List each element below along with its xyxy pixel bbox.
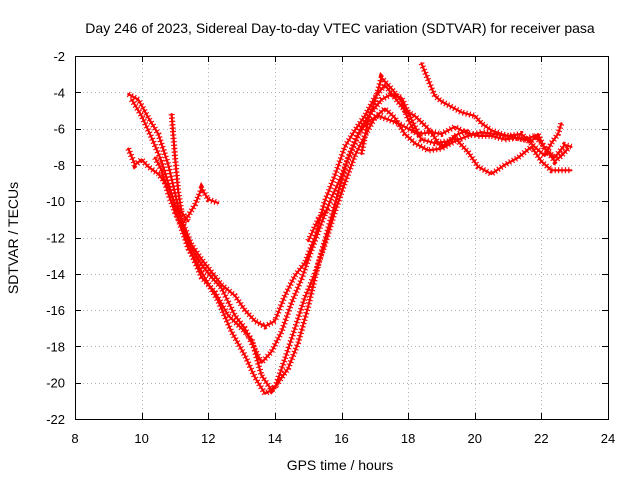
y-tick-label: -12 bbox=[46, 231, 65, 246]
grid bbox=[75, 56, 608, 419]
y-tick-label: -14 bbox=[46, 267, 65, 282]
y-tick-label: -16 bbox=[46, 303, 65, 318]
x-tick-label: 24 bbox=[601, 431, 615, 446]
series-trace-9-markers bbox=[305, 206, 331, 243]
series-trace-4-markers bbox=[152, 90, 470, 368]
y-tick-label: -20 bbox=[46, 376, 65, 391]
y-tick-label: -6 bbox=[53, 122, 65, 137]
series-group bbox=[125, 62, 573, 398]
x-tick-label: 12 bbox=[201, 431, 215, 446]
y-tick-label: -18 bbox=[46, 339, 65, 354]
series-trace-1-markers bbox=[126, 91, 573, 395]
x-tick-label: 8 bbox=[71, 431, 78, 446]
y-tick-label: -4 bbox=[53, 85, 65, 100]
y-tick-label: -10 bbox=[46, 194, 65, 209]
x-tick-label: 14 bbox=[268, 431, 282, 446]
x-tick-label: 22 bbox=[534, 431, 548, 446]
series-trace-8-markers bbox=[168, 113, 191, 223]
chart-title: Day 246 of 2023, Sidereal Day-to-day VTE… bbox=[85, 20, 595, 36]
series-trace-6-markers bbox=[418, 62, 571, 166]
x-tick-label: 18 bbox=[401, 431, 415, 446]
x-tick-label: 10 bbox=[134, 431, 148, 446]
series-trace-3-markers bbox=[129, 98, 565, 398]
series-trace-5-markers bbox=[358, 71, 418, 155]
y-axis-label: SDTVAR / TECUs bbox=[5, 182, 21, 294]
y-tick-label: -22 bbox=[46, 412, 65, 427]
axis-ticks: 8 10 12 14 16 18 20 22 24 -2 -4 -6 -8 -10 -12 -14 -16 -18… bbox=[46, 49, 615, 446]
x-axis-label: GPS time / hours bbox=[287, 457, 394, 473]
y-tick-label: -8 bbox=[53, 158, 65, 173]
x-tick-label: 20 bbox=[468, 431, 482, 446]
x-tick-label: 16 bbox=[334, 431, 348, 446]
y-tick-label: -2 bbox=[53, 49, 65, 64]
series-trace-2-markers bbox=[125, 80, 572, 330]
